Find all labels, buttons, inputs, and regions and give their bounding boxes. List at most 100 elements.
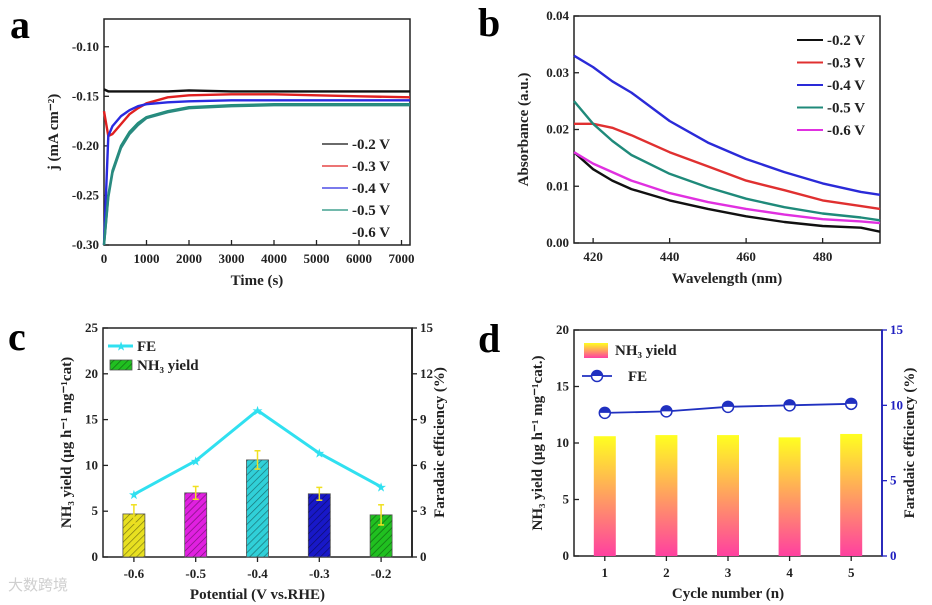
fe-marker-fill <box>660 405 672 412</box>
fe-marker-fill <box>599 407 611 413</box>
series-line--0.4V <box>102 99 410 246</box>
x-tick-label: 480 <box>813 249 833 264</box>
legend-marker-star: ★ <box>116 341 126 353</box>
fe-marker-star: ★ <box>129 489 139 501</box>
y-tick-label: 20 <box>85 366 98 381</box>
x-tick-label: -0.4 <box>247 566 268 581</box>
x-tick-label: 6000 <box>346 251 372 266</box>
x-tick-label: 5000 <box>304 251 330 266</box>
series-line--0.5V <box>573 100 881 222</box>
legend-swatch-hatch <box>110 360 132 370</box>
fe-marker-star: ★ <box>376 482 386 494</box>
y-tick-label: 0.03 <box>546 65 569 80</box>
x-axis-title: Potential (V vs.RHE) <box>190 587 325 603</box>
y-axis-title: NH₃ yield (μg h⁻¹ mg⁻¹cat.) <box>530 356 546 531</box>
bar-hatch <box>246 459 269 557</box>
fe-marker-fill <box>845 398 857 404</box>
y-tick-label: 10 <box>556 435 569 450</box>
plot-frame <box>103 18 411 246</box>
fe-marker-fill <box>784 399 796 406</box>
x-tick-label: 2 <box>663 565 670 580</box>
y-tick-label: 15 <box>556 379 570 394</box>
series-line--0.6V <box>102 103 410 246</box>
x-tick-label: 5 <box>848 565 855 580</box>
x-tick-label: 4000 <box>261 251 287 266</box>
legend-label: -0.2 V <box>827 33 865 49</box>
bar-hatch <box>308 493 331 557</box>
fe-line <box>133 408 382 496</box>
y2-tick-label: 6 <box>420 457 427 472</box>
bar <box>655 435 678 556</box>
bar <box>717 435 739 556</box>
legend-label: -0.3 V <box>352 159 390 175</box>
x-tick-label: 4 <box>786 565 793 580</box>
y-tick-label: 0 <box>563 548 570 563</box>
panel-label-d: d <box>478 316 500 361</box>
y-tick-label: -0.10 <box>72 39 99 54</box>
x-axis-title: Time (s) <box>231 273 284 289</box>
y-tick-label: 0.04 <box>546 8 569 23</box>
x-tick-label: 2000 <box>176 251 202 266</box>
bar-hatch <box>370 514 393 557</box>
panel-label-c: c <box>8 314 26 359</box>
bar <box>840 433 863 556</box>
series-line--0.6V <box>573 151 881 225</box>
x-tick-label: 7000 <box>389 251 415 266</box>
y2-tick-label: 10 <box>890 397 903 412</box>
y-tick-label: 10 <box>85 457 98 472</box>
y-tick-label: -0.25 <box>72 187 100 202</box>
x-tick-label: -0.6 <box>124 566 145 581</box>
y-tick-label: -0.20 <box>72 138 99 153</box>
x-tick-label: 3 <box>725 565 732 580</box>
fe-marker-star: ★ <box>314 448 324 460</box>
x-tick-label: 1 <box>602 565 609 580</box>
series-line--0.3V <box>102 93 411 138</box>
legend-label: -0.5 V <box>827 101 865 117</box>
chart-panel-d: 0 5 10 15 20 1 2 3 4 5 Cycle number (n) NH₃ yield (… <box>530 322 918 602</box>
x-tick-label: -0.5 <box>185 566 206 581</box>
fe-marker-star: ★ <box>191 456 201 468</box>
legend-label: -0.6 V <box>352 225 390 241</box>
legend-label: -0.4 V <box>827 78 865 94</box>
y-tick-label: -0.30 <box>72 237 99 252</box>
chart-panel-c: 0 5 10 15 20 25 -0.6 -0.5 -0.4 -0.3 -0.2 Potential … <box>59 320 448 603</box>
y-tick-label: 5 <box>92 503 99 518</box>
y2-axis-title: Faradaic efficiency (%) <box>432 367 448 518</box>
y2-tick-label: 12 <box>420 366 433 381</box>
x-tick-label: 0 <box>101 251 108 266</box>
y-tick-label: 0.00 <box>546 235 569 250</box>
y2-tick-label: 5 <box>890 473 897 488</box>
legend-label-yield: NH₃ yield <box>615 343 677 359</box>
y-axis-title: Absorbance (a.u.) <box>516 73 532 187</box>
legend-label-fe: FE <box>137 339 156 355</box>
y-tick-label: 20 <box>556 322 569 337</box>
panel-label-b: b <box>478 0 500 45</box>
y-tick-label: 5 <box>563 492 570 507</box>
series-line--0.2V <box>103 88 410 93</box>
x-tick-label: 440 <box>660 249 680 264</box>
legend-label: -0.5 V <box>352 203 390 219</box>
panel-label-a: a <box>10 2 30 47</box>
legend-label: -0.3 V <box>827 56 865 72</box>
y2-tick-label: 3 <box>420 503 427 518</box>
y-tick-label: 0.01 <box>546 178 569 193</box>
series-line--0.2V <box>573 151 881 233</box>
y2-axis-title: Faradaic efficiency (%) <box>902 368 918 519</box>
legend-label-fe: FE <box>628 369 647 385</box>
legend-label-yield: NH₃ yield <box>137 358 199 374</box>
y2-tick-label: 9 <box>420 412 427 427</box>
chart-panel-a: -0.30 -0.25 -0.20 -0.15 -0.10 0 1000 2000 3000 40… <box>46 18 415 289</box>
x-tick-label: -0.2 <box>371 566 392 581</box>
y2-tick-label: 0 <box>420 549 427 564</box>
legend-marker-fill <box>591 370 603 376</box>
legend-label: -0.6 V <box>827 123 865 139</box>
series-line--0.3V <box>574 122 881 211</box>
bar-hatch <box>184 492 207 557</box>
y-axis-title: j (mA cm⁻²) <box>46 94 62 172</box>
y-tick-label: 25 <box>85 320 99 335</box>
bar <box>593 436 616 556</box>
y-tick-label: -0.15 <box>72 88 100 103</box>
y2-tick-label: 15 <box>890 322 904 337</box>
y-tick-label: 0 <box>92 549 99 564</box>
bar <box>778 437 801 556</box>
